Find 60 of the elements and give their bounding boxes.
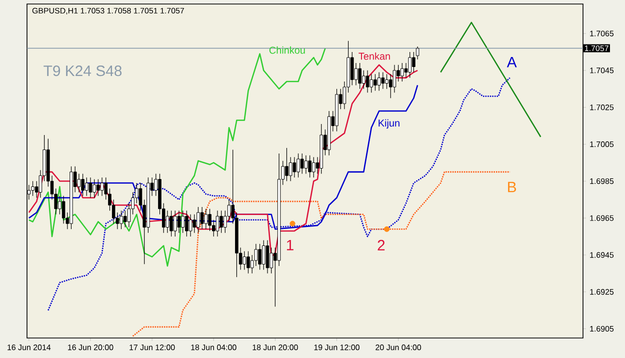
candlestick	[285, 148, 288, 182]
annotation: 2	[378, 240, 385, 250]
candlestick	[204, 208, 208, 230]
candlestick	[92, 179, 96, 198]
candlestick	[370, 74, 374, 93]
candlestick	[350, 52, 354, 86]
candlestick	[31, 180, 34, 196]
candlestick	[181, 210, 184, 234]
candlestick	[392, 64, 396, 93]
candlestick	[300, 153, 304, 174]
candlestick	[262, 240, 266, 270]
candlestick	[292, 156, 296, 178]
candlestick	[304, 155, 308, 174]
candlestick	[188, 214, 192, 237]
candlestick	[166, 210, 170, 234]
candlestick	[192, 214, 196, 234]
annotation: 1	[286, 240, 294, 250]
annotation: A	[506, 56, 517, 68]
candlestick	[208, 208, 212, 232]
annotation: Kijun	[378, 119, 400, 129]
candlestick	[81, 173, 84, 196]
candlestick	[400, 62, 404, 82]
candlestick	[58, 196, 62, 215]
candlestick	[388, 74, 392, 98]
candlestick	[366, 70, 370, 93]
candlestick	[258, 244, 262, 270]
candlestick	[381, 72, 385, 90]
candlestick	[385, 74, 388, 90]
candlestick	[77, 173, 81, 193]
candlestick	[96, 179, 100, 196]
candlestick	[408, 52, 412, 78]
annotation: B	[508, 182, 516, 192]
candlestick	[246, 250, 250, 274]
candlestick	[100, 177, 104, 196]
candlestick	[88, 177, 92, 198]
candlestick	[177, 210, 181, 234]
candlestick	[85, 177, 88, 196]
candlestick	[377, 72, 381, 92]
candlestick	[216, 210, 220, 237]
candlestick	[358, 62, 362, 90]
candlestick	[170, 210, 173, 237]
candlestick	[196, 206, 200, 234]
candlestick	[220, 210, 223, 234]
candlestick	[308, 155, 312, 178]
candlestick	[266, 240, 270, 274]
candlestick	[123, 210, 127, 228]
candlestick	[185, 210, 188, 237]
candlestick	[200, 206, 204, 230]
candlestick	[174, 210, 177, 237]
candlestick	[270, 247, 273, 274]
candlestick	[120, 210, 123, 230]
candlestick	[312, 156, 316, 178]
candlestick	[296, 153, 300, 178]
candlestick	[242, 250, 246, 270]
annotation: Chinkou	[269, 46, 305, 54]
candlestick	[374, 74, 377, 92]
annotation: T9 K24 S48	[44, 66, 122, 76]
annotation: Tenkan	[358, 52, 390, 60]
candlestick	[362, 70, 366, 90]
candlestick	[288, 156, 292, 182]
